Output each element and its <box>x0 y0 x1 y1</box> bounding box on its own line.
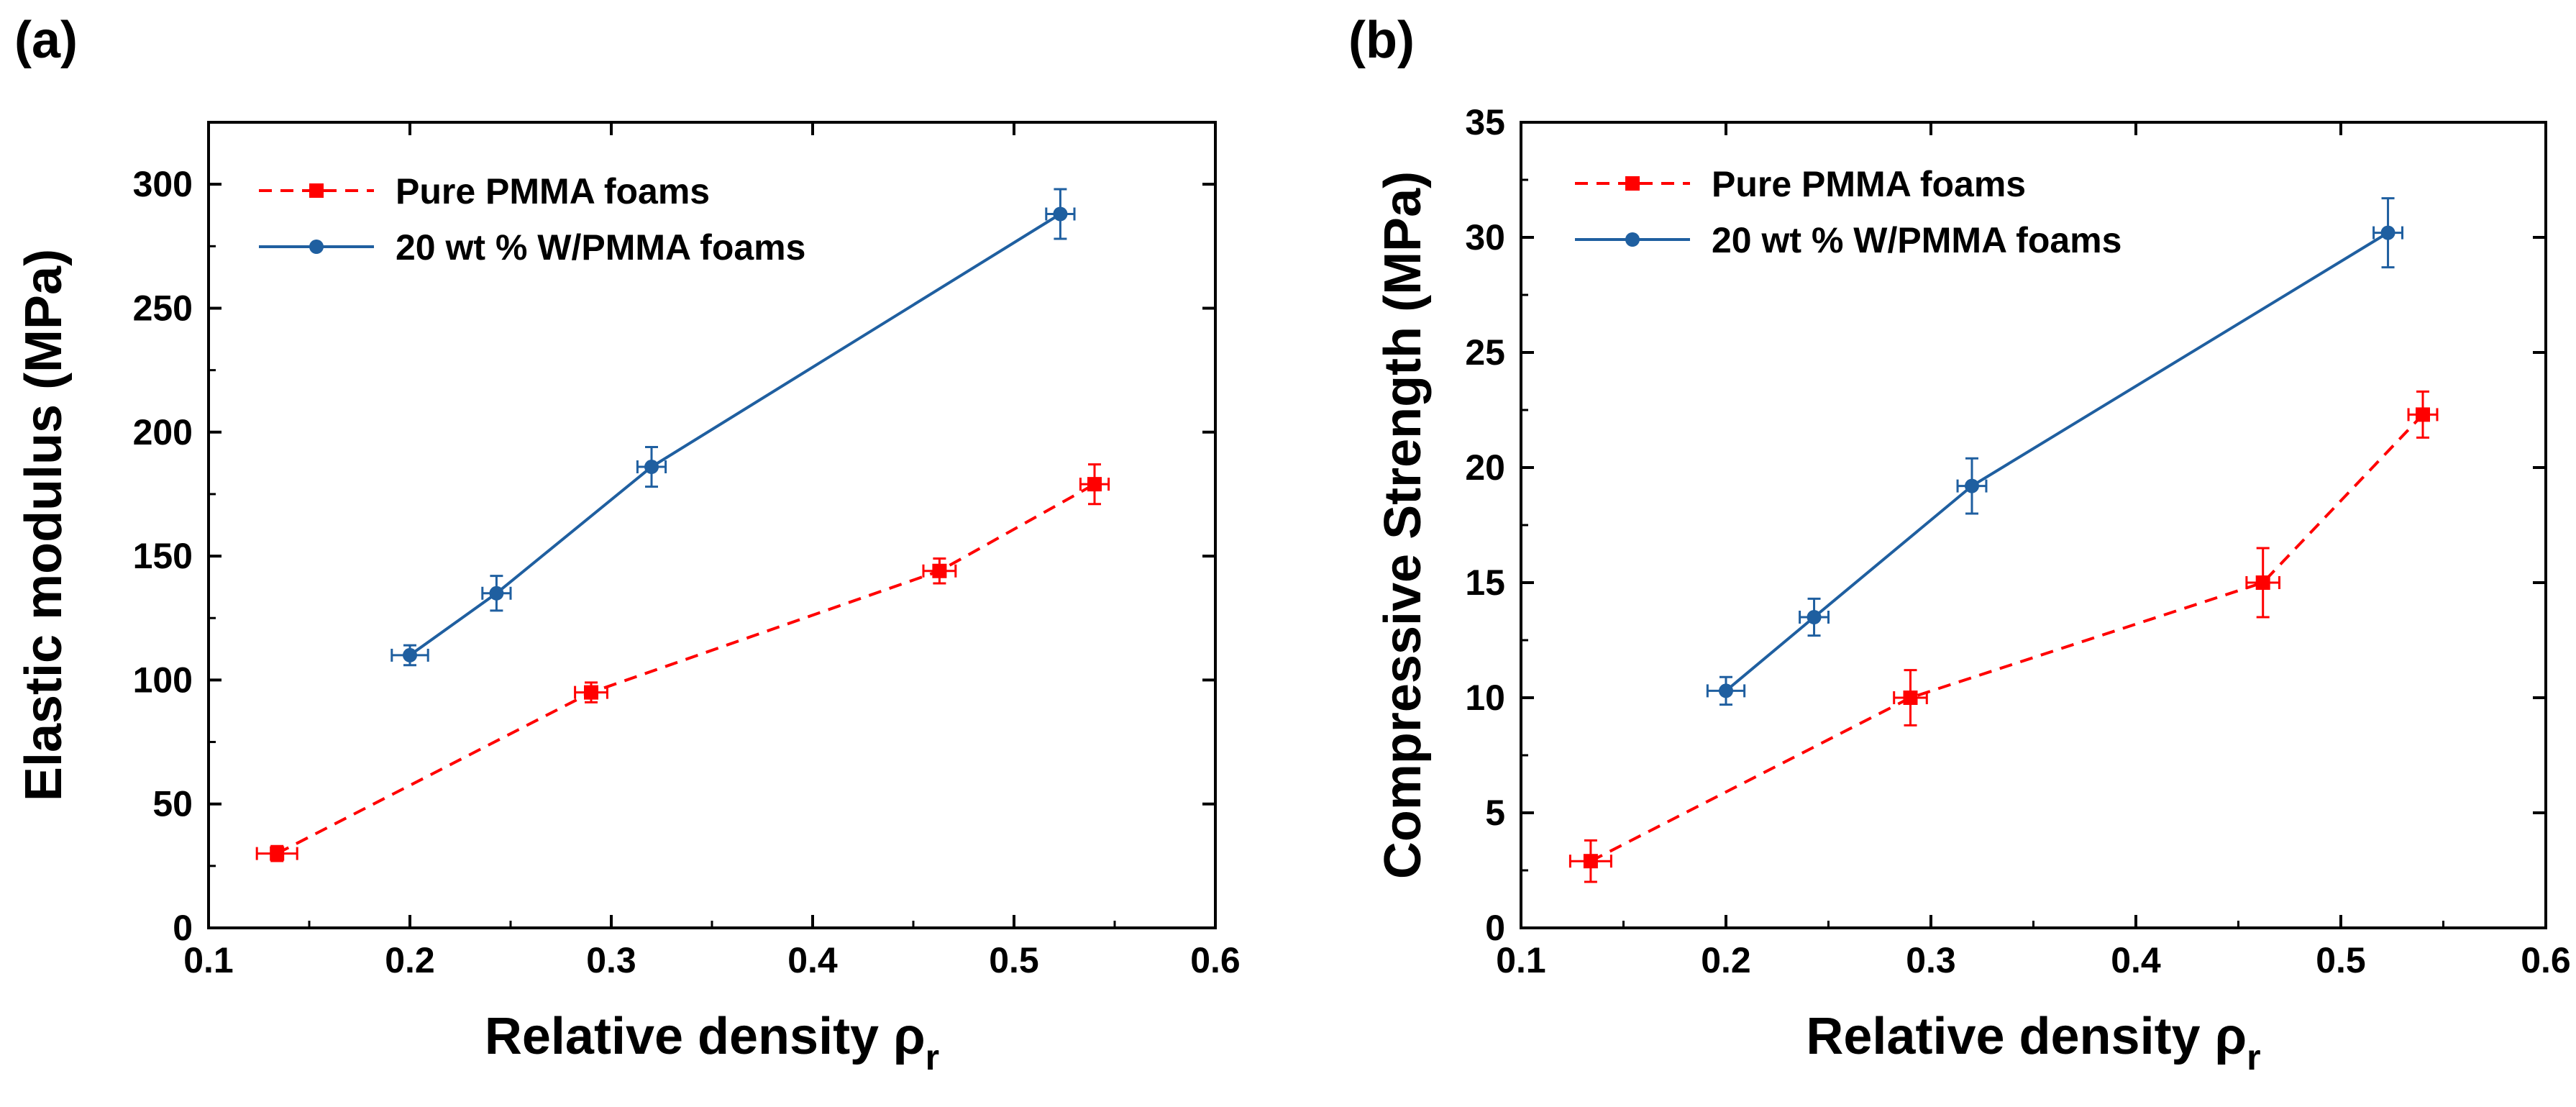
data-point <box>2255 575 2270 590</box>
x-tick-label: 0.2 <box>1701 940 1751 980</box>
y-tick-label: 50 <box>152 784 193 824</box>
y-tick-label: 250 <box>133 288 193 328</box>
y-tick-label: 200 <box>133 412 193 452</box>
data-point <box>644 460 659 475</box>
panel-b: (b) 0.1 0.2 0.3 0.4 0.5 0.6 0 5 10 15 20 25 30 35 Relat… <box>1348 12 2571 1078</box>
series-line <box>1725 231 2389 692</box>
y-axis-title: Compressive Strength (MPa) <box>1374 171 1432 879</box>
data-point <box>1903 691 1918 705</box>
data-point <box>584 685 598 700</box>
y-axis-title: Elastic modulus (MPa) <box>15 249 73 801</box>
x-axis-title-subscript: r <box>926 1037 939 1078</box>
legend-marker <box>309 240 324 254</box>
y-tick-label: 5 <box>1485 793 1505 833</box>
panel-a: (a) 0.1 0.2 0.3 0.4 0.5 0.6 0 50 100 150 200 250 300 R… <box>14 12 1241 1078</box>
x-tick-label: 0.5 <box>989 940 1039 980</box>
legend-marker <box>1625 232 1640 247</box>
x-tick-label: 0.1 <box>183 940 234 980</box>
panel-label: (b) <box>1348 12 1415 69</box>
x-tick-label: 0.4 <box>787 940 838 980</box>
series-pure-pmma <box>1568 390 2439 883</box>
series-line <box>276 483 1095 855</box>
data-point <box>1719 683 1733 698</box>
x-tick-label: 0.3 <box>1906 940 1956 980</box>
series-pure-pmma <box>255 463 1110 862</box>
data-point <box>2380 225 2395 240</box>
x-tick-label: 0.5 <box>2316 940 2366 980</box>
x-axis-title-text: Relative density ρ <box>485 1008 926 1065</box>
data-point <box>2416 407 2430 422</box>
x-axis-title: Relative density ρr <box>485 1008 939 1078</box>
data-point <box>270 846 285 861</box>
data-point <box>1087 477 1102 492</box>
data-point <box>1583 854 1598 869</box>
legend-label: Pure PMMA foams <box>396 171 710 211</box>
y-tick-label: 15 <box>1465 562 1505 603</box>
series-line <box>408 212 1061 657</box>
legend-label: 20 wt % W/PMMA foams <box>396 227 805 268</box>
y-tick-label: 150 <box>133 536 193 576</box>
series-line <box>1589 414 2424 862</box>
y-tick-label: 30 <box>1465 217 1505 258</box>
x-tick-label: 0.3 <box>586 940 636 980</box>
legend-marker <box>309 183 324 198</box>
y-tick-label: 300 <box>133 164 193 204</box>
x-tick-label: 0.6 <box>1190 940 1241 980</box>
data-point <box>403 647 417 662</box>
y-tick-label: 25 <box>1465 332 1505 373</box>
data-point <box>1965 478 1979 493</box>
series-w-pmma <box>390 188 1076 667</box>
y-tick-label: 100 <box>133 660 193 700</box>
x-tick-label: 0.1 <box>1496 940 1546 980</box>
x-axis-title: Relative density ρr <box>1806 1008 2260 1078</box>
y-tick-label: 10 <box>1465 678 1505 718</box>
data-point <box>489 586 504 601</box>
panel-label: (a) <box>14 12 78 69</box>
data-point <box>1053 206 1068 222</box>
series-w-pmma <box>1706 197 2403 706</box>
data-point <box>932 563 947 578</box>
data-point <box>1807 610 1822 624</box>
legend-marker <box>1625 176 1640 191</box>
y-tick-label: 20 <box>1465 447 1505 488</box>
y-tick-label: 35 <box>1465 102 1505 142</box>
x-tick-label: 0.2 <box>385 940 435 980</box>
legend-label: Pure PMMA foams <box>1712 164 2026 204</box>
x-tick-label: 0.4 <box>2111 940 2161 980</box>
y-tick-label: 0 <box>1485 908 1505 948</box>
x-tick-label: 0.6 <box>2521 940 2571 980</box>
x-axis-title-subscript: r <box>2247 1037 2260 1078</box>
x-axis-title-text: Relative density ρ <box>1806 1008 2247 1065</box>
legend-label: 20 wt % W/PMMA foams <box>1712 220 2121 260</box>
y-tick-label: 0 <box>173 908 193 948</box>
